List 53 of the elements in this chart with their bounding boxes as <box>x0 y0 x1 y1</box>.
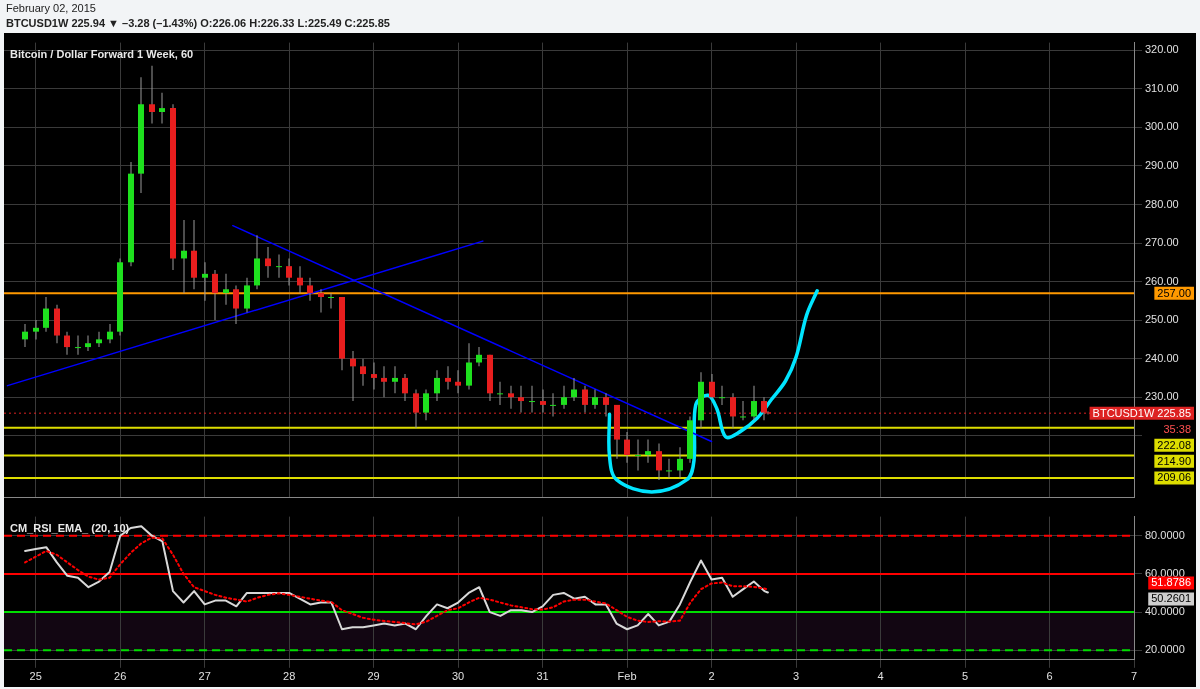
y-tick-label: 250.00 <box>1145 313 1179 326</box>
y-tick-label: 60.0000 <box>1145 566 1185 579</box>
text: 51.8786 <box>1151 576 1191 589</box>
x-tick-label: 5 <box>961 670 969 683</box>
candlestick <box>202 262 208 301</box>
y-tick-label: 280.00 <box>1145 197 1179 210</box>
x-tick-label: 6 <box>1046 670 1053 683</box>
x-tick-label: 2 <box>708 670 715 683</box>
candlestick <box>719 385 725 405</box>
candlestick <box>635 439 641 471</box>
text: CM_RSI_EMA_ (20, 10) <box>10 521 130 534</box>
text: 35:38 <box>1163 422 1191 435</box>
ref-line-label: 222.08 <box>1157 438 1192 451</box>
candlestick <box>666 458 672 479</box>
y-tick-label: 290.00 <box>1145 158 1179 171</box>
y-tick-label: 260.00 <box>1145 274 1179 287</box>
x-tick-label: 31 <box>536 670 549 683</box>
line-series <box>607 289 819 494</box>
ref-line-label: 257.00 <box>1157 286 1192 299</box>
y-tick-label: 320.00 <box>1145 43 1179 56</box>
ref-line-label: BTCUSD1W 225.85 <box>1092 406 1192 419</box>
x-tick-label: 3 <box>792 670 800 683</box>
x-tick-label: 28 <box>283 670 296 683</box>
y-tick-label: 270.00 <box>1145 236 1179 249</box>
text: 50.2601 <box>1151 592 1191 605</box>
text: Bitcoin / Dollar Forward 1 Week, 60 <box>10 47 194 60</box>
chart-subtitle: BTCUSD1W 225.94 ▼ –3.28 (–1.43%) O:226.06 H:226.33 L:225.49 C:225.85 <box>6 16 391 31</box>
ref-line-label: 214.90 <box>1157 454 1192 467</box>
text: February 02, 2015 <box>6 1 97 16</box>
x-tick-label: 4 <box>877 670 884 683</box>
y-tick-label: 20.0000 <box>1145 643 1185 656</box>
y-tick-label: 310.00 <box>1145 81 1179 94</box>
candlestick <box>740 401 746 421</box>
y-tick-label: 230.00 <box>1145 390 1179 403</box>
y-tick-label: 240.00 <box>1145 351 1179 364</box>
x-tick-label: Feb <box>617 670 637 683</box>
x-tick-label: 30 <box>451 670 465 683</box>
x-tick-label: 29 <box>367 670 380 683</box>
y-tick-label: 300.00 <box>1145 120 1179 133</box>
x-tick-label: 25 <box>29 670 42 683</box>
candlestick <box>75 335 81 355</box>
candlestick <box>181 219 187 294</box>
candlestick <box>550 393 556 417</box>
candlestick <box>328 293 334 309</box>
x-tick-label: 7 <box>1130 670 1138 683</box>
x-tick-label: 27 <box>198 670 211 683</box>
x-tick-label: 26 <box>114 670 127 683</box>
y-tick-label: 80.0000 <box>1145 528 1185 541</box>
candlestick <box>497 381 503 405</box>
ref-line-label: 209.06 <box>1157 471 1192 484</box>
candlestick <box>276 254 282 278</box>
candlestick <box>529 385 535 413</box>
y-tick-label: 40.0000 <box>1145 605 1185 618</box>
